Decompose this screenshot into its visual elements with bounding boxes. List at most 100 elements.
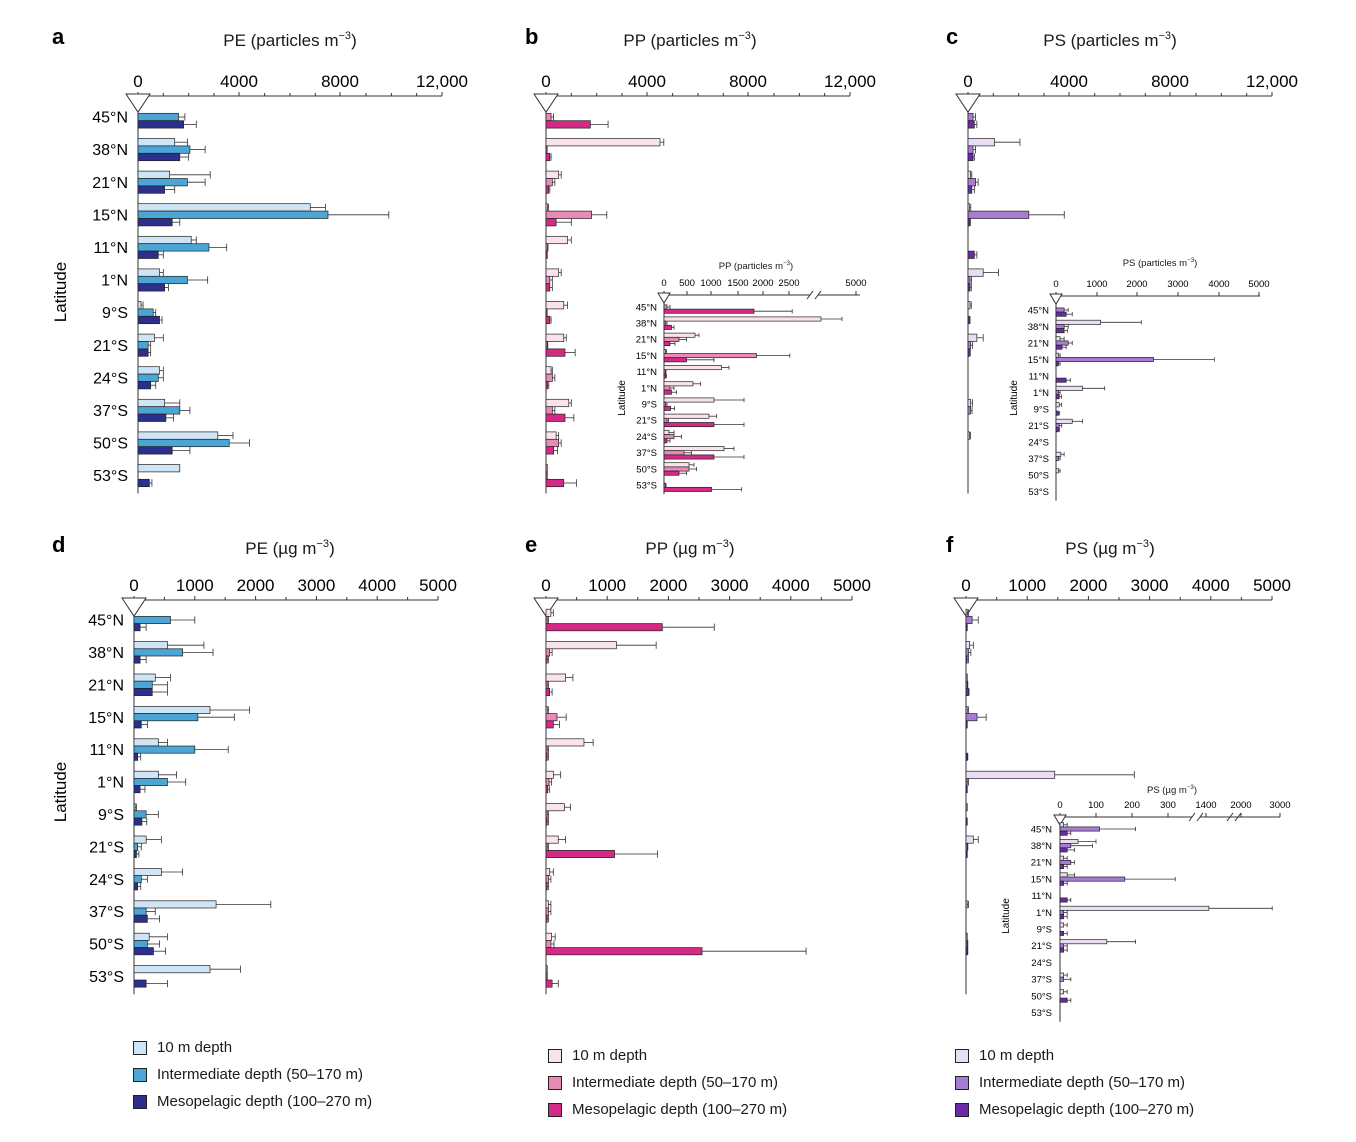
legend-item-pp-intermediate: Intermediate depth (50–170 m) xyxy=(548,1069,787,1096)
bar xyxy=(137,341,149,350)
bar xyxy=(545,868,551,876)
bar xyxy=(545,243,548,252)
bar xyxy=(663,324,672,330)
bar xyxy=(137,446,173,455)
x-tick-label: 5000 xyxy=(419,576,457,595)
x-tick-label: 0 xyxy=(661,278,666,289)
x-tick-label: 0 xyxy=(963,72,972,91)
category-label: 15°N xyxy=(92,207,128,224)
bar xyxy=(545,817,548,826)
bar xyxy=(1055,340,1069,346)
bar xyxy=(1055,418,1073,424)
bar xyxy=(965,752,968,761)
axis-break-mark xyxy=(806,290,814,300)
category-label: 15°N xyxy=(636,351,657,362)
bar xyxy=(545,900,549,909)
category-label: 15°N xyxy=(1028,355,1049,366)
category-label: 1°N xyxy=(1033,388,1049,399)
bar xyxy=(545,688,551,696)
bar xyxy=(663,308,755,314)
category-label: 21°N xyxy=(92,175,128,192)
bar xyxy=(663,422,715,428)
legend-ps: 10 m depth Intermediate depth (50–170 m)… xyxy=(955,1042,1194,1123)
y-axis-label: Latitude xyxy=(617,380,628,416)
bar xyxy=(967,203,970,212)
bar xyxy=(663,369,666,375)
category-label: 24°S xyxy=(93,370,128,387)
bar xyxy=(663,466,690,472)
category-label: 1°N xyxy=(97,775,124,792)
bar xyxy=(965,648,969,657)
bar xyxy=(965,770,1056,779)
bar xyxy=(965,608,968,617)
bar xyxy=(663,332,696,338)
bar xyxy=(137,275,188,285)
bar xyxy=(137,283,165,292)
bar xyxy=(545,720,554,729)
bar xyxy=(965,842,968,851)
category-label: 11°N xyxy=(636,367,657,378)
bar xyxy=(1059,910,1064,915)
x-tick-label: 2000 xyxy=(1069,576,1107,595)
bar xyxy=(545,947,703,956)
x-tick-label: 4000 xyxy=(220,72,258,91)
category-label: 1°N xyxy=(641,383,657,394)
bar xyxy=(1059,855,1064,861)
bar xyxy=(967,431,970,440)
bar xyxy=(545,235,568,245)
axis-break-mark xyxy=(814,290,822,300)
x-tick-label: 0 xyxy=(1053,279,1058,290)
panel-a: a PE (particles m−3) 0 4000 8000 12,000 45°N 38… xyxy=(51,24,468,494)
bar xyxy=(967,301,971,310)
y-axis-label: Latitude xyxy=(1009,380,1020,416)
x-tick-label: 0 xyxy=(1057,800,1062,811)
bar xyxy=(137,268,160,277)
bar xyxy=(1055,344,1063,350)
bar xyxy=(1055,385,1083,391)
x-tick-label: 1500 xyxy=(727,278,748,289)
category-label: 9°S xyxy=(98,807,124,824)
panel-title: PP (particles m−3) xyxy=(719,260,793,272)
category-label: 38°N xyxy=(88,645,124,662)
legend-label: Intermediate depth (50–170 m) xyxy=(157,1066,363,1083)
bar xyxy=(663,348,666,354)
bar xyxy=(545,178,553,187)
x-tick-label: 5000 xyxy=(833,576,871,595)
panel-letter: b xyxy=(525,24,538,49)
bar xyxy=(133,673,156,682)
legend-swatch xyxy=(133,1094,147,1109)
bar xyxy=(545,170,560,179)
bar xyxy=(663,438,668,444)
x-tick-label: 1000 xyxy=(700,278,721,289)
category-label: 53°S xyxy=(636,481,657,492)
bar xyxy=(133,655,141,664)
panel-letter: f xyxy=(946,532,954,557)
bar xyxy=(663,365,722,371)
bar xyxy=(133,875,142,884)
category-label: 21°S xyxy=(636,416,657,427)
triangle-marker-icon xyxy=(1053,814,1067,827)
bar xyxy=(133,842,138,851)
category-label: 21°N xyxy=(1031,858,1052,869)
bar xyxy=(545,333,565,342)
bar xyxy=(545,979,553,988)
bar xyxy=(545,120,591,129)
bar xyxy=(965,655,968,664)
bar xyxy=(1055,456,1059,461)
bar xyxy=(133,817,143,826)
legend-label: Mesopelagic depth (100–270 m) xyxy=(572,1101,788,1118)
axis-break-mark xyxy=(1226,812,1234,822)
bar xyxy=(137,145,191,154)
bar xyxy=(1059,864,1064,870)
panel-b-inset: PP (particles m−3) 0 500 1000 1500 2000 2500 50… xyxy=(617,260,867,495)
bar xyxy=(967,138,995,147)
bar xyxy=(545,803,565,812)
bar xyxy=(133,616,171,624)
panel-c-inset: PS (particles m−3) 0 1000 2000 3000 4000 5000 4… xyxy=(1009,257,1270,501)
bar xyxy=(133,979,147,988)
x-tick-label: 100 xyxy=(1088,800,1104,811)
bar xyxy=(965,835,974,844)
bar xyxy=(1059,872,1068,878)
bar xyxy=(137,381,152,390)
bar xyxy=(1059,822,1064,828)
